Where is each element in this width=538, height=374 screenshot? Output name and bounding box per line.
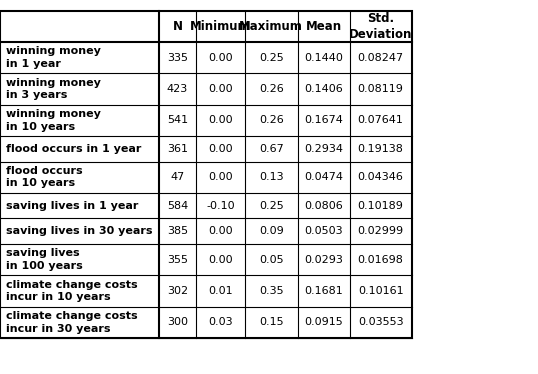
Text: N: N: [173, 20, 182, 33]
Text: 0.01698: 0.01698: [358, 255, 404, 264]
Text: 584: 584: [167, 201, 188, 211]
Text: 385: 385: [167, 226, 188, 236]
Text: 0.25: 0.25: [259, 53, 284, 62]
Text: 0.26: 0.26: [259, 116, 284, 125]
Text: 0.0806: 0.0806: [304, 201, 343, 211]
Text: 0.00: 0.00: [208, 255, 233, 264]
Text: 335: 335: [167, 53, 188, 62]
Text: 0.1681: 0.1681: [304, 286, 343, 296]
Text: winning money
in 10 years: winning money in 10 years: [6, 109, 101, 132]
Text: 0.13: 0.13: [259, 172, 284, 182]
Text: Std.
Deviation: Std. Deviation: [349, 12, 412, 41]
Text: 0.0293: 0.0293: [304, 255, 343, 264]
Text: 0.35: 0.35: [259, 286, 284, 296]
Text: 0.1406: 0.1406: [304, 84, 343, 94]
Text: climate change costs
incur in 30 years: climate change costs incur in 30 years: [6, 311, 138, 334]
Text: 0.1440: 0.1440: [304, 53, 343, 62]
Text: 0.08119: 0.08119: [358, 84, 404, 94]
Text: 0.15: 0.15: [259, 318, 284, 327]
Text: winning money
in 3 years: winning money in 3 years: [6, 78, 101, 100]
Text: 0.07641: 0.07641: [358, 116, 404, 125]
Text: 0.00: 0.00: [208, 116, 233, 125]
Text: saving lives in 1 year: saving lives in 1 year: [6, 201, 139, 211]
Text: Maximum: Maximum: [239, 20, 303, 33]
Text: 0.00: 0.00: [208, 144, 233, 154]
Text: 0.04346: 0.04346: [358, 172, 404, 182]
Text: 0.08247: 0.08247: [358, 53, 404, 62]
Text: 0.00: 0.00: [208, 53, 233, 62]
Text: 0.02999: 0.02999: [358, 226, 404, 236]
Text: 0.25: 0.25: [259, 201, 284, 211]
Text: 0.1674: 0.1674: [304, 116, 343, 125]
Bar: [0, 11, 412, 338]
Text: 0.0915: 0.0915: [304, 318, 343, 327]
Text: saving lives in 30 years: saving lives in 30 years: [6, 226, 153, 236]
Text: 0.00: 0.00: [208, 226, 233, 236]
Text: 0.26: 0.26: [259, 84, 284, 94]
Text: 0.10189: 0.10189: [358, 201, 404, 211]
Text: 0.19138: 0.19138: [358, 144, 404, 154]
Text: 423: 423: [167, 84, 188, 94]
Text: winning money
in 1 year: winning money in 1 year: [6, 46, 101, 69]
Text: Mean: Mean: [306, 20, 342, 33]
Text: 0.03: 0.03: [208, 318, 233, 327]
Text: 0.10161: 0.10161: [358, 286, 404, 296]
Bar: [0, 11, 412, 42]
Text: 355: 355: [167, 255, 188, 264]
Text: 541: 541: [167, 116, 188, 125]
Text: 47: 47: [171, 172, 185, 182]
Text: 0.00: 0.00: [208, 172, 233, 182]
Text: 0.0503: 0.0503: [305, 226, 343, 236]
Text: 0.09: 0.09: [259, 226, 284, 236]
Text: 0.01: 0.01: [208, 286, 233, 296]
Text: 0.2934: 0.2934: [304, 144, 343, 154]
Text: 0.0474: 0.0474: [304, 172, 343, 182]
Text: 302: 302: [167, 286, 188, 296]
Text: 0.67: 0.67: [259, 144, 284, 154]
Text: 0.00: 0.00: [208, 84, 233, 94]
Text: 0.05: 0.05: [259, 255, 284, 264]
Text: -0.10: -0.10: [206, 201, 235, 211]
Text: 0.03553: 0.03553: [358, 318, 404, 327]
Text: climate change costs
incur in 10 years: climate change costs incur in 10 years: [6, 280, 138, 302]
Text: 300: 300: [167, 318, 188, 327]
Text: flood occurs
in 10 years: flood occurs in 10 years: [6, 166, 83, 188]
Text: 361: 361: [167, 144, 188, 154]
Text: saving lives
in 100 years: saving lives in 100 years: [6, 248, 83, 271]
Text: flood occurs in 1 year: flood occurs in 1 year: [6, 144, 142, 154]
Text: Minimum: Minimum: [190, 20, 251, 33]
